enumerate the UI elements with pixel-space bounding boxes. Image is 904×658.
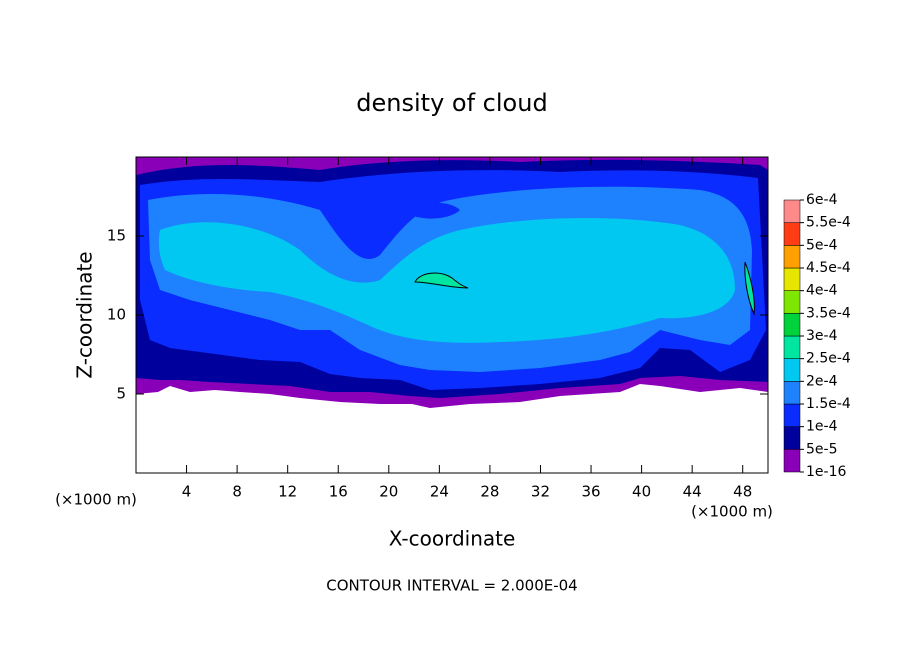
colorbar-label: 4.5e-4 [806, 260, 851, 276]
colorbar-label: 1e-4 [806, 419, 838, 435]
y-tick-label: 15 [107, 227, 126, 245]
x-tick-label: 40 [632, 483, 651, 501]
x-axis-label: X-coordinate [389, 527, 516, 551]
x-tick-label: 44 [683, 483, 702, 501]
x-tick-label: 12 [278, 483, 297, 501]
colorbar-swatch [783, 381, 801, 405]
x-tick-label: 4 [182, 483, 192, 501]
colorbar-label: 1.5e-4 [806, 396, 851, 412]
colorbar-swatch [783, 290, 801, 314]
colorbar-label: 5e-5 [806, 441, 837, 457]
colorbar-swatch [783, 245, 801, 269]
annotation: CONTOUR INTERVAL = 2.000E-04 [326, 577, 577, 595]
x-tick-label: 24 [430, 483, 449, 501]
x-tick-label: 16 [329, 483, 348, 501]
colorbar-label: 4e-4 [806, 283, 838, 299]
colorbar-label: 5e-4 [806, 237, 838, 253]
x-tick-label: 36 [581, 483, 600, 501]
x-unit-label: (×1000 m) [691, 503, 773, 521]
colorbar-label: 6e-4 [806, 192, 838, 208]
colorbar-swatch [783, 335, 801, 359]
colorbar-label: 2e-4 [806, 373, 838, 389]
colorbar-swatch [783, 449, 801, 473]
y-tick-label: 10 [107, 306, 126, 324]
colorbar-label: 5.5e-4 [806, 215, 851, 231]
field-contour [744, 261, 755, 316]
colorbar-label: 2.5e-4 [806, 351, 851, 367]
x-tick-label: 20 [379, 483, 398, 501]
y-axis-label: Z-coordinate [73, 251, 97, 378]
colorbar-label: 1e-16 [806, 464, 846, 480]
field-dark-patch [405, 202, 460, 219]
contour-field [136, 157, 768, 408]
colorbar-swatch [783, 403, 801, 427]
colorbar-swatch [783, 358, 801, 382]
y-tick-label: 5 [116, 385, 126, 403]
x-tick-label: 8 [232, 483, 242, 501]
field-contour [414, 272, 469, 289]
colorbar-label: 3.5e-4 [806, 305, 851, 321]
colorbar-swatch [783, 267, 801, 291]
x-tick-label: 48 [733, 483, 752, 501]
colorbar-swatch [783, 199, 801, 223]
x-tick-label: 28 [480, 483, 499, 501]
x-tick-label: 32 [531, 483, 550, 501]
x-unit-label: (×1000 m) [55, 491, 137, 509]
colorbar-swatch [783, 313, 801, 337]
colorbar-label: 3e-4 [806, 328, 838, 344]
colorbar-swatch [783, 426, 801, 450]
chart-title: density of cloud [356, 89, 547, 117]
colorbar-swatch [783, 222, 801, 246]
